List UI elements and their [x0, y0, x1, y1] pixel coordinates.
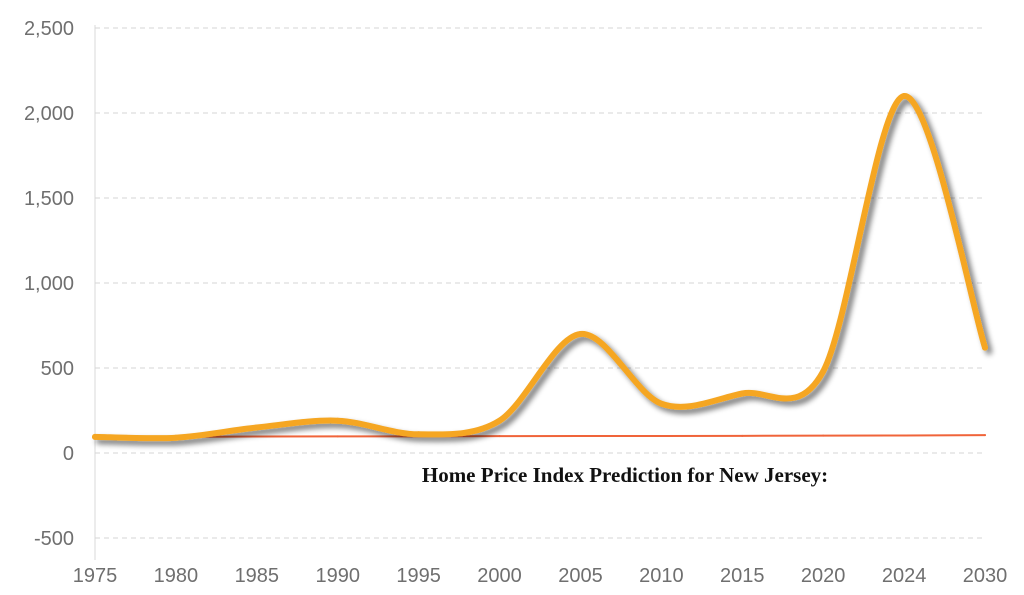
x-tick-label: 2005	[558, 565, 603, 587]
data-point-baseline	[822, 434, 825, 437]
data-point-baseline	[579, 435, 582, 437]
x-tick-label: 2010	[639, 565, 684, 587]
series-line-price-index	[92, 93, 988, 442]
x-tick-label: 2000	[477, 565, 522, 587]
data-point-baseline	[741, 434, 744, 437]
x-tick-label: 1975	[73, 565, 118, 587]
data-point-baseline	[498, 435, 501, 438]
x-tick-label: 2015	[720, 565, 765, 587]
x-tick-label: 1990	[315, 565, 360, 587]
data-point-price-index	[92, 433, 98, 440]
data-point-price-index	[577, 331, 584, 337]
x-tick-label: 1995	[396, 565, 441, 587]
y-tick-label: 0	[63, 443, 74, 465]
chart-title: Home Price Index Prediction for New Jers…	[422, 463, 828, 487]
y-tick-label: 500	[41, 358, 74, 380]
data-point-baseline	[660, 435, 663, 437]
y-tick-label: 1,500	[24, 188, 74, 210]
y-tick-label: 2,500	[24, 18, 74, 40]
data-point-price-index	[253, 424, 260, 431]
y-tick-label: 1,000	[24, 273, 74, 295]
series-layer	[92, 93, 988, 442]
y-tick-label: 2,000	[24, 103, 74, 125]
x-tick-label: 1985	[235, 565, 280, 587]
data-point-baseline	[903, 434, 906, 437]
data-point-price-index	[334, 417, 341, 424]
x-axis-ticks: 1975 1980 1985 1990 1995 2000 2005 2010 2015 2020…	[73, 565, 1008, 587]
data-point-baseline	[255, 435, 258, 438]
y-axis-ticks: 2,500 2,000 1,500 1,000 500 0 -500	[24, 18, 74, 550]
data-point-baseline	[984, 434, 986, 437]
data-point-baseline	[336, 435, 339, 438]
x-tick-label: 2030	[963, 565, 1008, 587]
data-point-price-index	[496, 417, 503, 424]
x-tick-label: 2020	[801, 565, 846, 587]
series-line-baseline	[94, 434, 986, 438]
x-tick-label: 2024	[882, 565, 927, 587]
data-point-price-index	[901, 93, 908, 99]
data-point-price-index	[820, 368, 827, 375]
data-point-price-index	[415, 431, 422, 438]
data-point-price-index	[739, 390, 746, 397]
data-point-price-index	[172, 434, 179, 441]
x-tick-label: 1980	[154, 565, 199, 587]
data-point-price-index	[658, 400, 665, 407]
y-tick-label: -500	[34, 528, 74, 550]
data-point-price-index	[982, 344, 988, 351]
